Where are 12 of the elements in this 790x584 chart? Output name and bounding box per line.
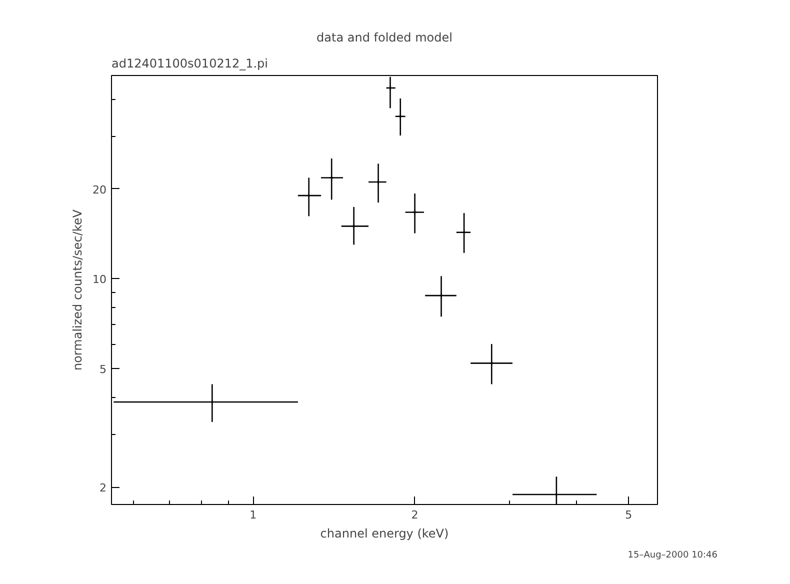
text: 15–Aug–2000 10:46	[628, 550, 718, 560]
y-tick-label: 5	[100, 363, 106, 376]
x-tick-label: 1	[250, 508, 257, 522]
chart-title: data and folded model	[316, 30, 452, 44]
x-tick-label: 2	[411, 508, 418, 522]
y-tick-label: 10	[92, 273, 107, 286]
y-tick-label: 20	[92, 183, 107, 196]
y-tick-label: 2	[100, 482, 106, 495]
x-axis-title: channel energy (keV)	[320, 526, 449, 540]
chart-subtitle: ad12401100s010212_1.pi	[112, 56, 268, 70]
y-axis-title: normalized counts/sec/keV	[70, 208, 85, 371]
x-tick-label: 5	[625, 508, 632, 522]
